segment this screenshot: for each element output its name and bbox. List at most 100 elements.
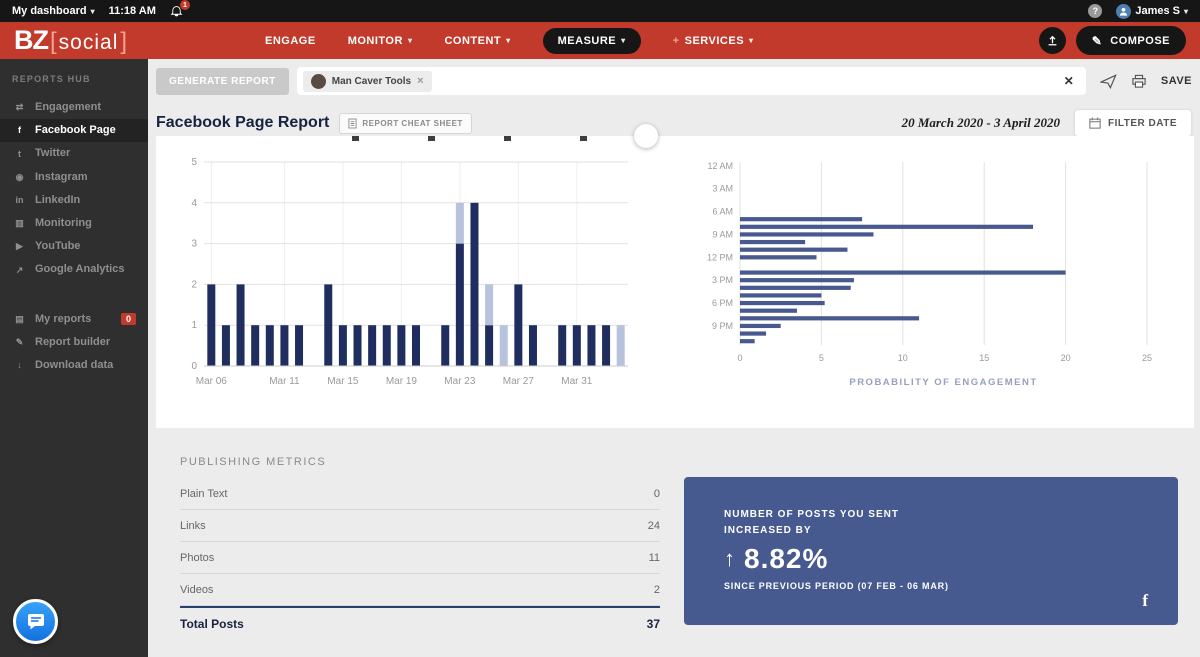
bell-icon xyxy=(170,6,183,17)
facebook-icon[interactable]: f xyxy=(1142,591,1148,610)
facebook-page-icon: f xyxy=(18,125,21,136)
svg-text:3 AM: 3 AM xyxy=(712,184,733,194)
sidebar-item-linkedin[interactable]: in LinkedIn xyxy=(0,189,148,212)
sidebar-item-label: Instagram xyxy=(35,170,88,183)
instagram-icon: ◉ xyxy=(15,171,24,182)
linkedin-icon: in xyxy=(15,194,24,205)
cheat-sheet-label: REPORT CHEAT SHEET xyxy=(362,118,463,128)
sidebar-item-twitter[interactable]: t Twitter xyxy=(0,142,148,165)
page-heading-row: Facebook Page Report REPORT CHEAT SHEET … xyxy=(148,95,1200,143)
google-analytics-icon: ↗ xyxy=(15,264,24,275)
nav-item-content[interactable]: CONTENT ▾ xyxy=(444,28,510,54)
logo-bz: BZ xyxy=(14,25,49,55)
metrics-rows: Plain Text 0 Links 24 Photos 11 Videos 2 xyxy=(180,478,660,606)
save-button[interactable]: SAVE xyxy=(1160,75,1192,87)
nav-item-engage[interactable]: ENGAGE xyxy=(265,28,316,54)
logo-social: social xyxy=(58,31,119,54)
notification-badge: 1 xyxy=(179,0,190,10)
metrics-total-label: Total Posts xyxy=(180,617,244,631)
sidebar-item-report-builder[interactable]: ✎ Report builder xyxy=(0,331,148,354)
nav-item-services[interactable]: + SERVICES ▾ xyxy=(673,28,754,54)
sidebar-item-monitoring[interactable]: ▥ Monitoring xyxy=(0,212,148,235)
carousel-next-button[interactable] xyxy=(634,124,658,148)
publishing-metrics-title: PUBLISHING METRICS xyxy=(180,456,327,468)
user-menu[interactable]: James S ▾ xyxy=(1116,3,1188,19)
remove-tag-icon[interactable]: × xyxy=(417,75,424,87)
arrow-up-icon: ↑ xyxy=(724,546,736,571)
chevron-down-icon: ▾ xyxy=(1183,6,1188,16)
monitoring-icon: ▥ xyxy=(15,218,24,229)
highlight-card: NUMBER OF POSTS YOU SENT INCREASED BY ↑ … xyxy=(684,477,1178,625)
highlight-subtitle: SINCE PREVIOUS PERIOD (07 FEB - 06 MAR) xyxy=(724,581,949,591)
print-icon[interactable] xyxy=(1131,74,1147,89)
sidebar-item-label: Download data xyxy=(35,358,114,371)
chevron-down-icon: ▾ xyxy=(407,36,413,45)
filter-date-button[interactable]: FILTER DATE xyxy=(1073,109,1192,137)
report-tags-bar[interactable]: Man Caver Tools × ✕ xyxy=(296,67,1086,95)
metrics-total-row: Total Posts 37 xyxy=(180,606,660,640)
highlight-percent: 8.82% xyxy=(744,543,829,574)
compose-button[interactable]: ✎ COMPOSE xyxy=(1075,26,1186,55)
svg-text:Mar 06: Mar 06 xyxy=(196,376,228,387)
highlight-title-line2: INCREASED BY xyxy=(724,525,812,536)
sidebar-item-download-data[interactable]: ↓ Download data xyxy=(0,354,148,377)
dashboard-menu[interactable]: My dashboard ▾ xyxy=(12,5,95,17)
sidebar-item-engagement[interactable]: ⇄ Engagement xyxy=(0,96,148,119)
sidebar-item-facebook-page[interactable]: f Facebook Page xyxy=(0,119,148,143)
main-content: GENERATE REPORT Man Caver Tools × ✕ SAVE… xyxy=(148,59,1200,657)
svg-text:0: 0 xyxy=(191,361,197,372)
user-avatar xyxy=(1116,3,1132,19)
svg-text:5: 5 xyxy=(191,157,197,168)
svg-text:Mar 15: Mar 15 xyxy=(327,376,359,387)
highlight-value: ↑ 8.82% xyxy=(724,543,1178,575)
metrics-row-photos: Photos 11 xyxy=(180,542,660,574)
svg-text:20: 20 xyxy=(1061,353,1071,363)
metrics-total-value: 37 xyxy=(646,617,660,631)
svg-text:9 PM: 9 PM xyxy=(712,321,733,331)
user-name: James S xyxy=(1135,5,1180,17)
nav-item-measure[interactable]: MEASURE ▾ xyxy=(542,27,641,54)
pencil-icon: ✎ xyxy=(1091,33,1103,48)
svg-text:9 AM: 9 AM xyxy=(712,229,733,239)
document-icon xyxy=(348,118,357,128)
tag-chip[interactable]: Man Caver Tools × xyxy=(302,70,432,92)
report-cheat-sheet-button[interactable]: REPORT CHEAT SHEET xyxy=(339,112,472,134)
upload-button[interactable] xyxy=(1038,27,1066,54)
metric-value: 2 xyxy=(653,583,660,596)
svg-text:12 AM: 12 AM xyxy=(707,161,733,171)
chevron-down-icon: ▾ xyxy=(749,36,754,45)
sidebar-item-my-reports[interactable]: ▤ My reports 0 xyxy=(0,308,148,331)
svg-text:4: 4 xyxy=(191,198,197,209)
metric-label: Links xyxy=(180,519,206,532)
sidebar-section-title: REPORTS HUB xyxy=(12,74,91,84)
chevron-down-icon: ▾ xyxy=(90,6,95,16)
send-report-icon[interactable] xyxy=(1099,73,1117,89)
svg-text:3: 3 xyxy=(191,239,197,250)
sidebar-item-label: Engagement xyxy=(35,101,102,113)
nav-item-monitor[interactable]: MONITOR ▾ xyxy=(348,28,413,54)
chat-launcher-button[interactable] xyxy=(13,599,58,644)
filter-date-label: FILTER DATE xyxy=(1107,117,1177,129)
clear-tags-icon[interactable]: ✕ xyxy=(1063,74,1074,88)
sidebar-item-label: Google Analytics xyxy=(35,263,125,276)
metric-label: Videos xyxy=(180,583,214,596)
sidebar-item-label: YouTube xyxy=(35,240,81,253)
app-logo[interactable]: BZ [ social ] xyxy=(0,25,165,56)
engagement-icon: ⇄ xyxy=(15,102,24,113)
sidebar-item-youtube[interactable]: ▶ YouTube xyxy=(0,235,148,258)
sidebar-item-google-analytics[interactable]: ↗ Google Analytics xyxy=(0,258,148,281)
sidebar-item-instagram[interactable]: ◉ Instagram xyxy=(0,166,148,189)
highlight-title-line1: NUMBER OF POSTS YOU SENT xyxy=(724,509,899,520)
publishing-metrics-table: Plain Text 0 Links 24 Photos 11 Videos 2 Total … xyxy=(180,478,660,640)
highlight-title: NUMBER OF POSTS YOU SENT INCREASED BY xyxy=(724,507,1178,539)
help-icon[interactable]: ? xyxy=(1088,4,1103,18)
metric-value: 24 xyxy=(647,519,660,532)
nav-item-label: MEASURE xyxy=(557,34,617,47)
charts-panel: 0 1 2 3 4 5 Mar 06 Mar 11 Mar 15 Mar 19 Mar 23 Mar … xyxy=(156,124,1194,428)
count-badge: 0 xyxy=(120,312,136,326)
plus-icon: + xyxy=(672,34,680,47)
generate-report-button[interactable]: GENERATE REPORT xyxy=(156,67,289,95)
notifications-bell-icon[interactable]: 1 xyxy=(170,0,190,18)
nav-item-label: CONTENT xyxy=(444,34,502,47)
download-data-icon: ↓ xyxy=(17,360,22,371)
